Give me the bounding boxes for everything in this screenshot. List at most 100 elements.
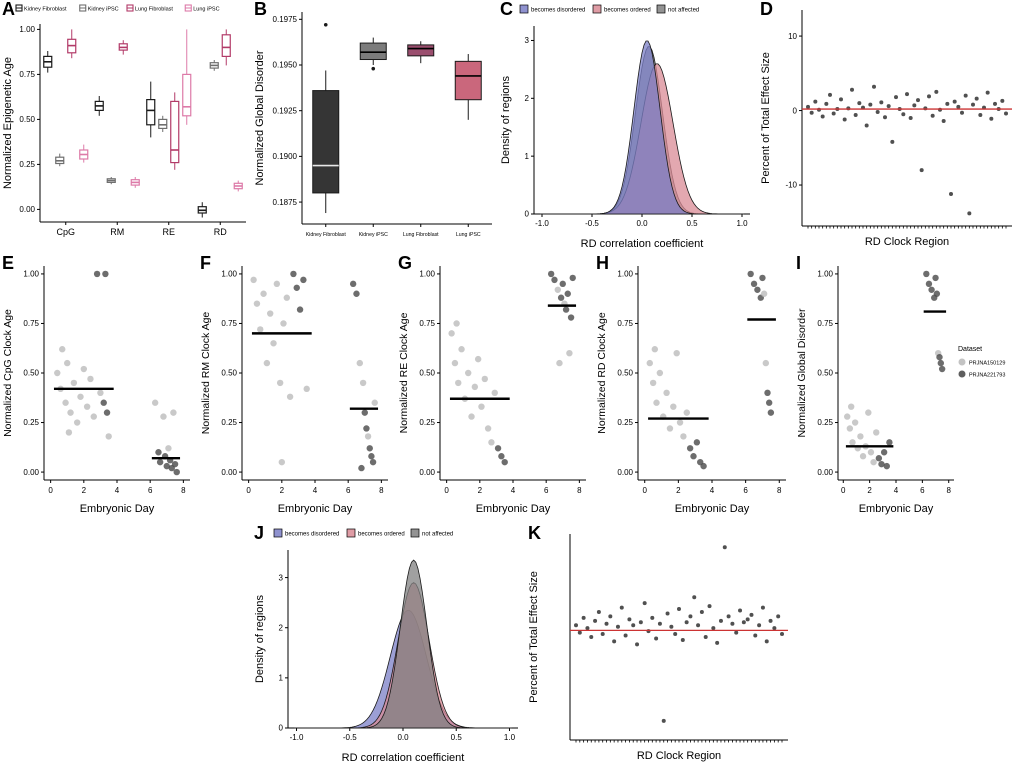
svg-text:Embryonic Day: Embryonic Day [476,503,551,515]
svg-text:0: 0 [444,486,449,495]
svg-text:Lung iPSC: Lung iPSC [193,7,219,13]
svg-text:0.1975: 0.1975 [273,15,298,24]
svg-text:0.75: 0.75 [617,319,633,328]
svg-text:0.75: 0.75 [817,319,833,328]
panel-a-chart: 0.00 0.25 0.50 0.75 1.00 Normalized Epigeneti… [2,4,246,237]
panel-g-chart: 0.00 0.25 0.50 0.75 1.00 Normalized RE Clock … [398,266,586,515]
svg-text:-0.5: -0.5 [343,733,357,742]
svg-text:0.50: 0.50 [23,369,39,378]
svg-text:Kidney iPSC: Kidney iPSC [359,232,388,238]
panel-c-density-plot: C 0 1 2 3 Density of regions -1.0 -0.5 0.0 0.5 1.… [498,0,758,252]
panel-i-chart: 0.00 0.25 0.50 0.75 1.00 Normalized Global Di… [796,266,1005,515]
svg-text:0.50: 0.50 [19,115,35,124]
svg-text:Lung Fibroblast: Lung Fibroblast [403,232,439,238]
svg-text:0.25: 0.25 [419,418,435,427]
panel-letter-a: A [2,0,15,19]
svg-text:3: 3 [279,573,284,582]
svg-text:1.00: 1.00 [617,270,633,279]
panel-letter-d: D [760,0,773,19]
svg-text:Percent of Total Effect Size: Percent of Total Effect Size [528,571,540,703]
svg-text:0.00: 0.00 [221,468,237,477]
svg-text:Kidney iPSC: Kidney iPSC [88,7,119,13]
panel-a-epigenetic-age-boxplot: A 0.00 0.25 0.50 0.75 1.00 Normalized Epigene… [0,0,252,252]
svg-text:Normalized Global Disorder: Normalized Global Disorder [254,50,266,185]
svg-text:0: 0 [48,486,53,495]
svg-text:Embryonic Day: Embryonic Day [859,503,934,515]
svg-text:8: 8 [181,486,186,495]
svg-text:Embryonic Day: Embryonic Day [675,503,750,515]
svg-text:6: 6 [148,486,153,495]
svg-text:0.5: 0.5 [451,733,463,742]
svg-text:0.1925: 0.1925 [273,106,298,115]
svg-text:0.50: 0.50 [419,369,435,378]
panel-letter-g: G [398,253,413,273]
svg-text:1: 1 [279,674,284,683]
svg-text:0.25: 0.25 [23,418,39,427]
svg-text:PRJNA150129: PRJNA150129 [969,361,1005,367]
panel-letter-k: K [528,523,541,543]
svg-text:not affected: not affected [422,532,453,538]
svg-text:0.00: 0.00 [817,468,833,477]
svg-text:-1.0: -1.0 [290,733,304,742]
svg-text:Lung Fibroblast: Lung Fibroblast [135,7,173,13]
svg-text:Density of regions: Density of regions [254,594,266,683]
svg-text:RD Clock Region: RD Clock Region [637,750,721,762]
svg-text:1.00: 1.00 [817,270,833,279]
svg-text:0: 0 [793,106,798,115]
svg-text:0.1950: 0.1950 [273,61,298,70]
svg-text:0.00: 0.00 [19,205,35,214]
svg-text:becomes disordered: becomes disordered [285,532,339,538]
panel-c-chart: 0 1 2 3 Density of regions -1.0 -0.5 0.0 0.5 1.0 R… [500,4,750,250]
panel-h-chart: 0.00 0.25 0.50 0.75 1.00 Normalized RD Clock … [596,266,786,515]
svg-text:2: 2 [478,486,483,495]
svg-text:Percent of Total Effect Size: Percent of Total Effect Size [760,52,772,184]
panel-h-rd-clock-age: H 0.00 0.25 0.50 0.75 1.00 Normalized RD Cloc… [594,253,794,520]
svg-text:0.75: 0.75 [23,319,39,328]
panel-j-chart: 0 1 2 3 Density of regions -1.0 -0.5 0.0 0.5 1.0 R… [254,528,518,764]
svg-text:Embryonic Day: Embryonic Day [80,503,155,515]
panel-e-chart: 0.00 0.25 0.50 0.75 1.00 Normalized CpG Clock… [2,266,190,515]
panel-b-chart: 0.1875 0.1900 0.1925 0.1950 0.1975 Normalized… [254,12,492,238]
svg-text:0: 0 [643,486,648,495]
svg-text:2: 2 [280,486,285,495]
svg-text:0: 0 [246,486,251,495]
svg-text:0: 0 [525,210,530,219]
panel-f-chart: 0.00 0.25 0.50 0.75 1.00 Normalized RM Clock … [200,266,388,515]
svg-text:0.0: 0.0 [636,219,648,228]
svg-text:Normalized RE Clock Age: Normalized RE Clock Age [398,312,410,433]
svg-text:2: 2 [676,486,681,495]
svg-text:0.25: 0.25 [221,418,237,427]
svg-text:6: 6 [544,486,549,495]
panel-j-density-plot: J 0 1 2 3 Density of regions -1.0 -0.5 0.0 0.5 1.… [252,523,526,766]
svg-text:0.75: 0.75 [19,70,35,79]
svg-text:0.50: 0.50 [617,369,633,378]
panel-letter-e: E [2,253,15,273]
svg-text:8: 8 [379,486,384,495]
svg-text:0.75: 0.75 [419,319,435,328]
svg-text:becomes ordered: becomes ordered [604,8,651,14]
svg-text:RD correlation coefficient: RD correlation coefficient [581,238,704,250]
svg-text:4: 4 [511,486,516,495]
svg-text:-1.0: -1.0 [535,219,549,228]
svg-text:0.25: 0.25 [19,160,35,169]
svg-text:0.50: 0.50 [221,369,237,378]
svg-text:1.0: 1.0 [504,733,516,742]
svg-text:Normalized RM Clock Age: Normalized RM Clock Age [200,312,212,435]
svg-text:Normalized Global Disorder: Normalized Global Disorder [796,308,808,437]
svg-text:4: 4 [894,486,899,495]
svg-text:6: 6 [743,486,748,495]
svg-text:0.75: 0.75 [221,319,237,328]
svg-text:PRJNA221793: PRJNA221793 [969,373,1005,379]
panel-e-cpg-clock-age: E 0.00 0.25 0.50 0.75 1.00 Normalized CpG Clo… [0,253,198,520]
svg-text:0.25: 0.25 [817,418,833,427]
svg-text:Dataset: Dataset [958,346,982,353]
svg-text:RD: RD [214,227,227,237]
svg-text:8: 8 [947,486,952,495]
panel-letter-f: F [200,253,211,273]
svg-text:0.00: 0.00 [419,468,435,477]
svg-text:CpG: CpG [56,227,75,237]
panel-d-chart: -10 0 10 Percent of Total Effect Size RD Clo… [760,10,1012,248]
svg-text:becomes ordered: becomes ordered [358,532,405,538]
svg-text:4: 4 [115,486,120,495]
